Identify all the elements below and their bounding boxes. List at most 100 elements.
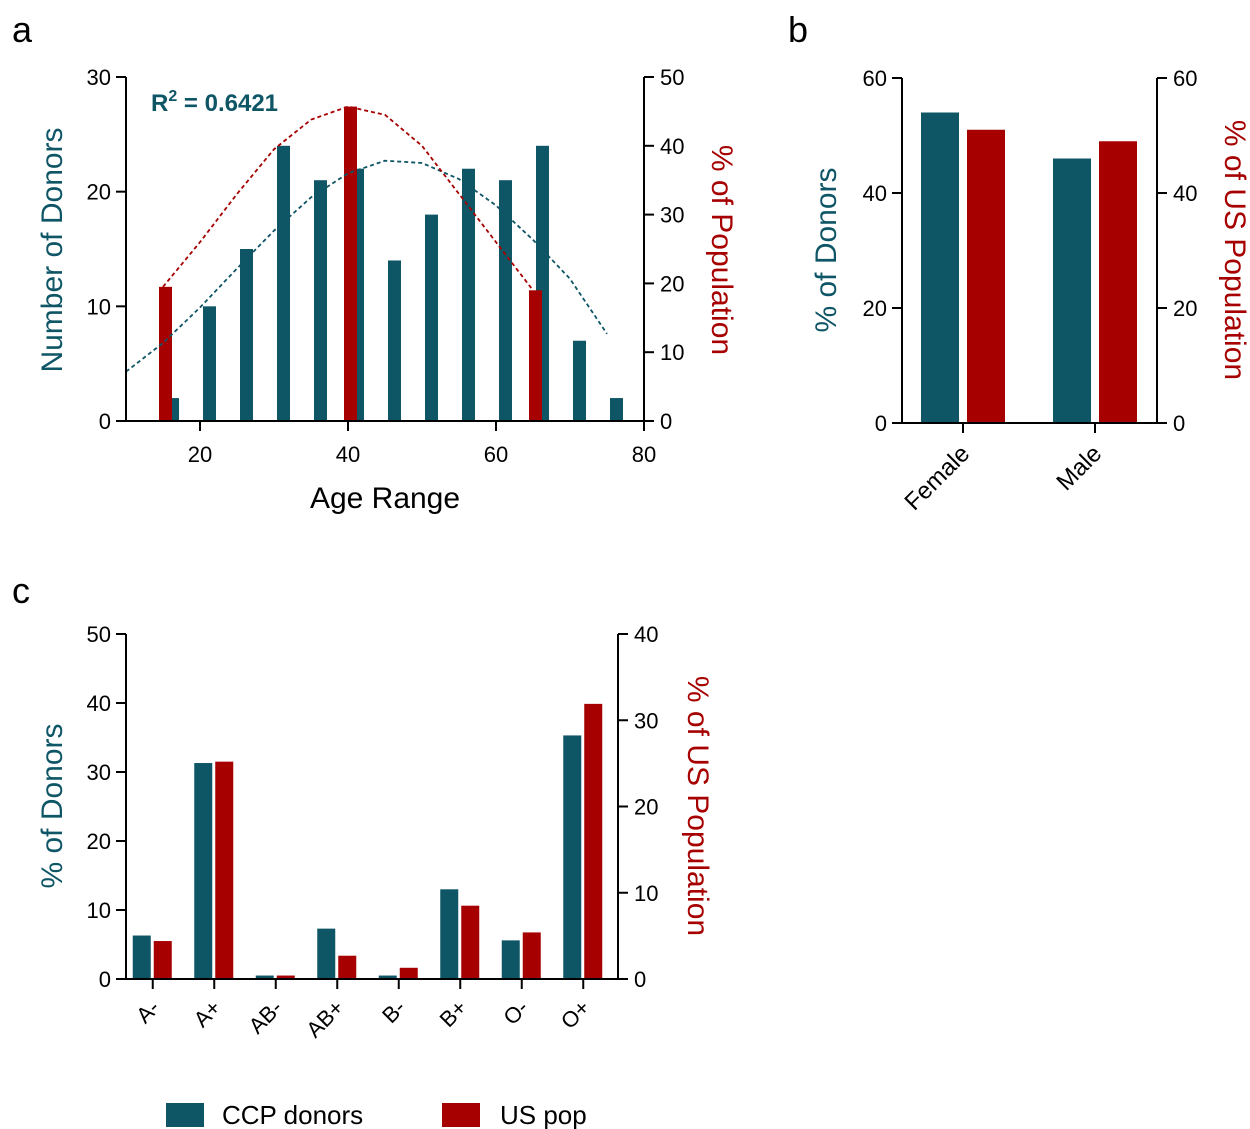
y2-axis-a-tick-label-4: 40 bbox=[660, 134, 684, 159]
bar-donors-6 bbox=[501, 940, 520, 979]
x-axis-a-tick-label-1: 40 bbox=[336, 442, 360, 467]
y-axis-b-tick-label-1: 20 bbox=[863, 296, 887, 321]
y2-axis-a-tick-label-2: 20 bbox=[660, 271, 684, 296]
bar-donors-male bbox=[1053, 158, 1091, 423]
bar-donors-50 bbox=[425, 214, 438, 421]
y2-axis-b-tick-label-2: 40 bbox=[1173, 181, 1197, 206]
y-axis-title-c: % of Donors bbox=[36, 723, 69, 888]
legend-swatch-uspop bbox=[442, 1103, 480, 1127]
y-axis-title-a: Number of Donors bbox=[36, 127, 69, 372]
bar-donors-55 bbox=[462, 168, 475, 421]
x-axis-c-tick-label-4: B- bbox=[377, 995, 410, 1028]
y2-axis-title-b: % of US Population bbox=[1218, 120, 1250, 380]
bar-donors-4 bbox=[378, 975, 397, 979]
legend: CCP donors US pop bbox=[166, 1100, 587, 1129]
panel-label-c: c bbox=[12, 570, 30, 611]
bar-donors-70 bbox=[573, 340, 586, 421]
bar-uspop-40 bbox=[344, 106, 357, 422]
y2-axis-c-tick-label-4: 40 bbox=[634, 622, 658, 647]
y2-axis-b-tick-label-0: 0 bbox=[1173, 411, 1185, 436]
y-axis-a-tick-label-1: 10 bbox=[87, 294, 111, 319]
bar-donors-3 bbox=[317, 928, 336, 979]
legend-label-donors: CCP donors bbox=[222, 1100, 363, 1129]
y-axis-b-tick-label-3: 60 bbox=[863, 66, 887, 91]
y2-axis-a-tick-label-5: 50 bbox=[660, 65, 684, 90]
bar-donors-25 bbox=[240, 249, 253, 421]
y-axis-a-tick-label-0: 0 bbox=[99, 409, 111, 434]
y-axis-title-b: % of Donors bbox=[810, 167, 843, 332]
bar-uspop-6 bbox=[522, 932, 541, 979]
y-axis-c-tick-label-0: 0 bbox=[99, 967, 111, 992]
x-axis-b-tick-label-female: Female bbox=[900, 440, 976, 516]
y-axis-b-tick-label-2: 40 bbox=[863, 181, 887, 206]
panel-b-chart: b 0 20 40 60 0 20 40 60 Female Male % of Donors %… bbox=[788, 9, 1250, 516]
panel-label-a: a bbox=[12, 9, 33, 50]
y2-axis-c-tick-label-3: 30 bbox=[634, 708, 658, 733]
bar-donors-7 bbox=[563, 735, 582, 979]
x-axis-a-tick-label-0: 20 bbox=[188, 442, 212, 467]
bar-donors-45 bbox=[388, 260, 401, 421]
x-axis-b-tick-label-male: Male bbox=[1051, 440, 1107, 496]
bar-donors-5 bbox=[440, 889, 459, 979]
legend-swatch-donors bbox=[166, 1103, 204, 1127]
x-axis-c-tick-label-6: O- bbox=[498, 995, 533, 1030]
bar-uspop-female bbox=[967, 129, 1005, 423]
bar-uspop-15 bbox=[159, 286, 172, 421]
y2-axis-a-tick-label-1: 10 bbox=[660, 340, 684, 365]
y-axis-c-tick-label-4: 40 bbox=[87, 691, 111, 716]
r-squared-value: = 0.6421 bbox=[177, 90, 278, 117]
y-axis-c-tick-label-1: 10 bbox=[87, 898, 111, 923]
bar-uspop-0 bbox=[153, 941, 172, 979]
x-axis-c-tick-label-5: B+ bbox=[435, 995, 472, 1032]
bar-uspop-65 bbox=[529, 290, 542, 421]
bar-donors-30 bbox=[277, 145, 290, 422]
bar-donors-1 bbox=[194, 763, 213, 979]
r-squared-annotation: R2 = 0.6421 bbox=[151, 88, 278, 117]
y-axis-b-tick-label-0: 0 bbox=[875, 411, 887, 436]
x-axis-c-tick-label-2: AB- bbox=[244, 995, 288, 1039]
y2-axis-title-a: % of Population bbox=[705, 145, 738, 355]
legend-label-uspop: US pop bbox=[500, 1100, 587, 1129]
x-axis-c-tick-label-3: AB+ bbox=[301, 995, 349, 1043]
fit-curve-uspop bbox=[162, 105, 534, 291]
bar-donors-0 bbox=[132, 935, 151, 979]
y2-axis-b-tick-label-1: 20 bbox=[1173, 296, 1197, 321]
bar-uspop-7 bbox=[584, 703, 603, 979]
x-axis-c-tick-label-1: A+ bbox=[189, 995, 226, 1032]
bar-donors-female bbox=[921, 112, 959, 423]
y-axis-c-tick-label-5: 50 bbox=[87, 622, 111, 647]
x-axis-title-a: Age Range bbox=[310, 482, 460, 515]
x-axis-a-tick-label-2: 60 bbox=[484, 442, 508, 467]
y2-axis-b-tick-label-3: 60 bbox=[1173, 66, 1197, 91]
bar-uspop-4 bbox=[399, 967, 418, 979]
bar-donors-2 bbox=[255, 975, 274, 979]
r-squared-superscript: 2 bbox=[168, 88, 177, 105]
bar-donors-20 bbox=[203, 306, 216, 421]
bar-uspop-3 bbox=[338, 955, 357, 979]
panel-a-chart: a 0 10 20 30 0 10 20 30 40 50 20 40 60 80 R2 = 0.6421… bbox=[12, 9, 738, 515]
x-axis-c-tick-label-7: O+ bbox=[556, 995, 595, 1034]
y2-axis-a-tick-label-3: 30 bbox=[660, 203, 684, 228]
x-axis-a-tick-label-3: 80 bbox=[632, 442, 656, 467]
y2-axis-c-tick-label-1: 10 bbox=[634, 881, 658, 906]
panel-c-chart: c 0 10 20 30 40 50 0 10 20 30 40 A- A+ AB- AB+ B- B+ O- O+… bbox=[12, 570, 714, 1042]
y-axis-a-tick-label-3: 30 bbox=[87, 65, 111, 90]
bar-donors-75 bbox=[610, 398, 623, 421]
x-axis-c-tick-label-0: A- bbox=[131, 995, 164, 1028]
y-axis-c-tick-label-3: 30 bbox=[87, 760, 111, 785]
y2-axis-c-tick-label-2: 20 bbox=[634, 795, 658, 820]
bar-uspop-1 bbox=[215, 761, 234, 979]
bar-uspop-2 bbox=[276, 975, 295, 979]
bar-uspop-5 bbox=[461, 905, 480, 979]
panel-label-b: b bbox=[788, 9, 808, 50]
bar-donors-35 bbox=[314, 180, 327, 421]
y2-axis-title-c: % of US Population bbox=[681, 676, 714, 936]
fit-curve-donors bbox=[125, 159, 608, 373]
y-axis-a-tick-label-2: 20 bbox=[87, 180, 111, 205]
bar-uspop-male bbox=[1099, 141, 1137, 423]
y-axis-c-tick-label-2: 20 bbox=[87, 829, 111, 854]
r-squared-symbol: R bbox=[151, 90, 168, 117]
y2-axis-a-tick-label-0: 0 bbox=[660, 409, 672, 434]
bar-donors-60 bbox=[499, 180, 512, 421]
